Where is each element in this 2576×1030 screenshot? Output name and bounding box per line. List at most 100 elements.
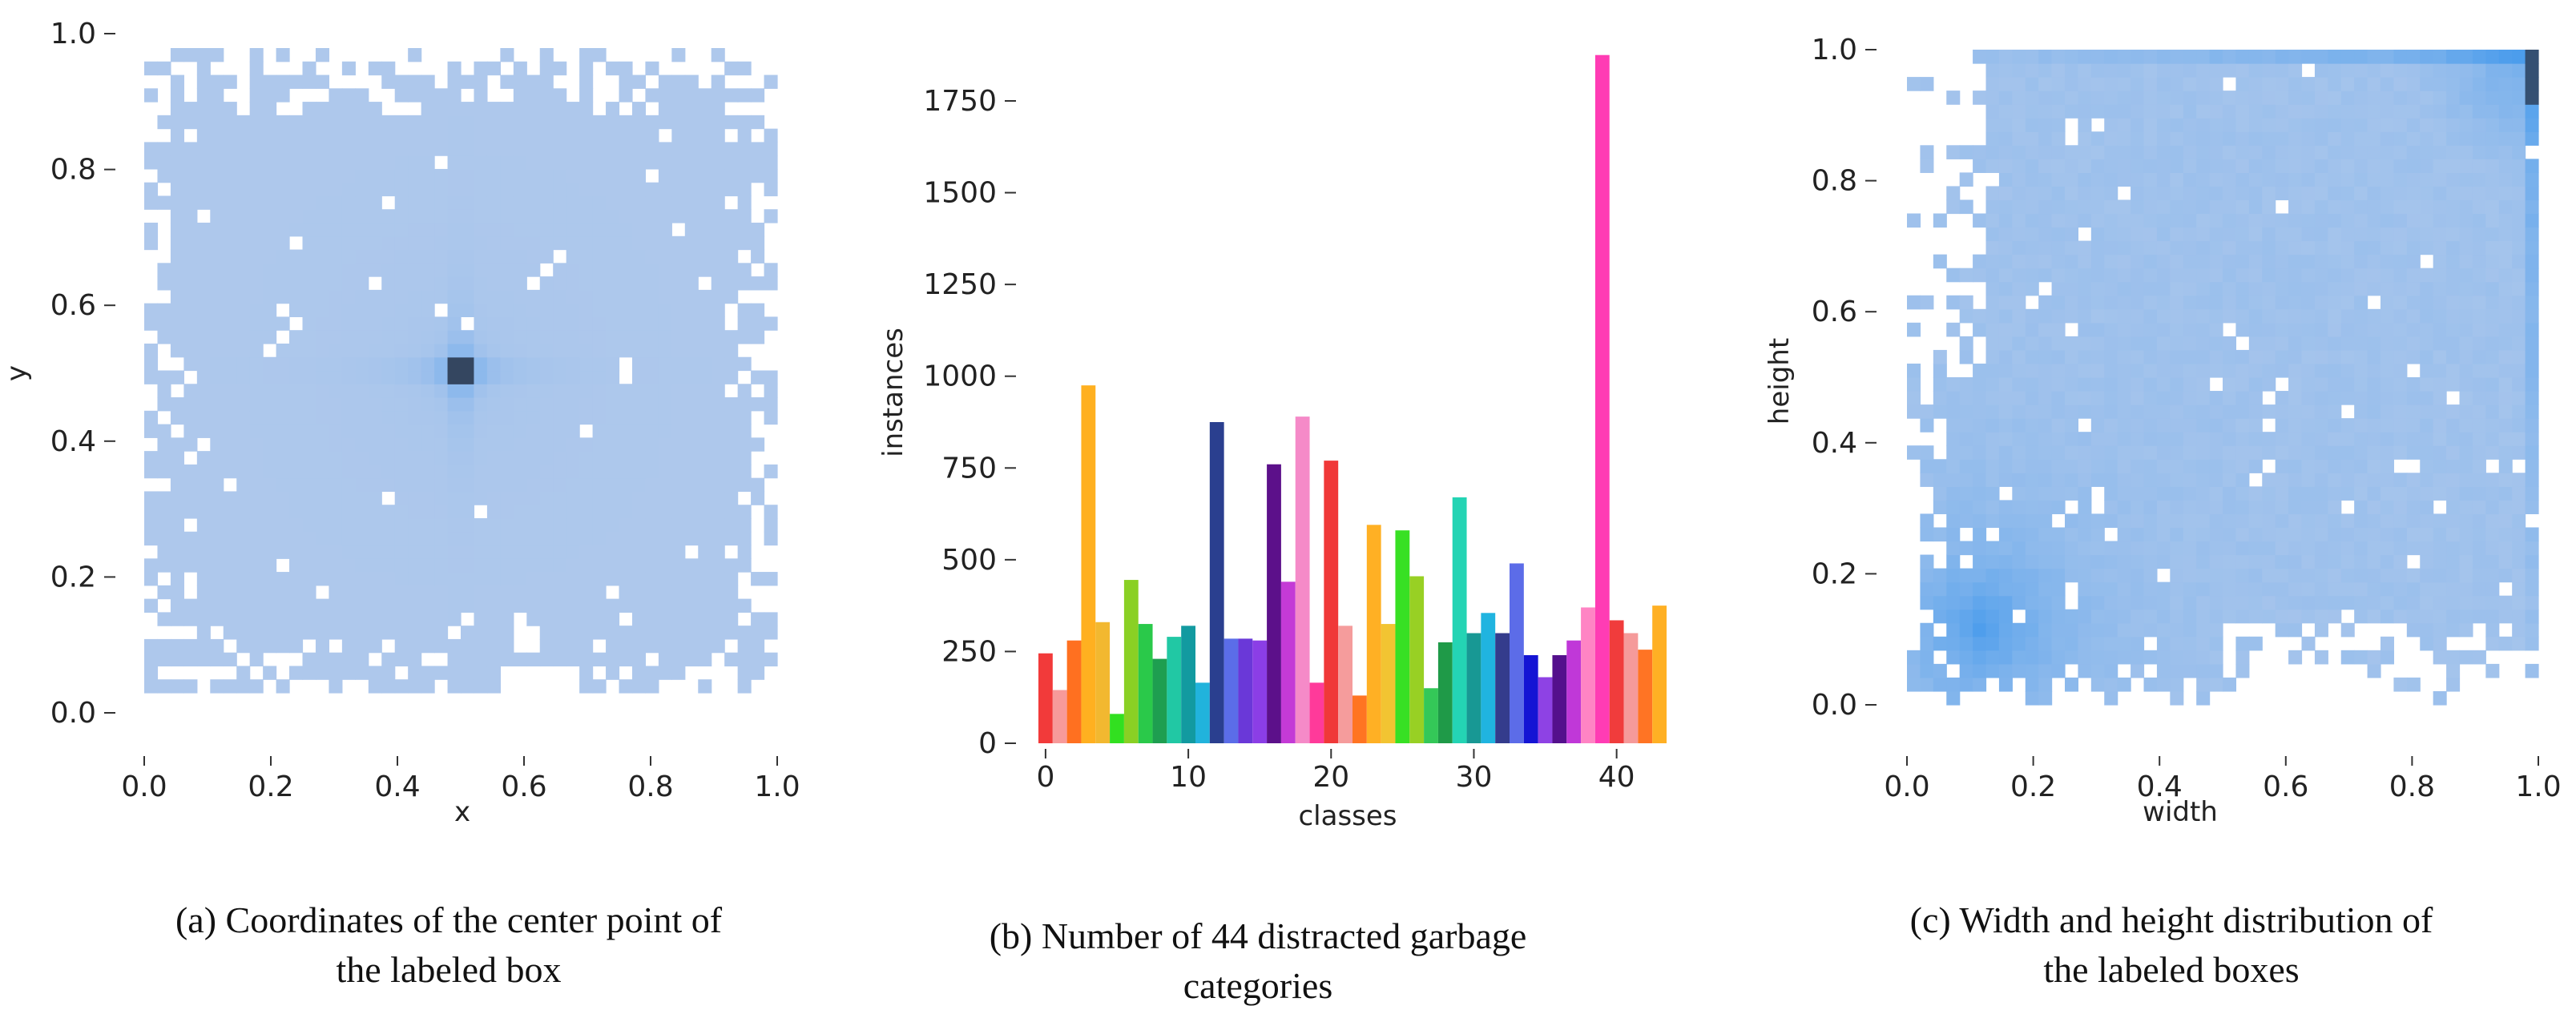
heatmap-cell (2183, 240, 2197, 255)
heatmap-cell (302, 370, 316, 384)
heatmap-cell (447, 477, 462, 493)
heatmap-cell (2275, 500, 2289, 515)
heatmap-cell (1946, 677, 1961, 692)
heatmap-cell (236, 491, 251, 505)
heatmap-cell (2235, 104, 2250, 119)
heatmap-cell (408, 142, 422, 156)
heatmap-cell (276, 276, 290, 291)
heatmap-cell (474, 437, 488, 452)
heatmap-cell (2051, 213, 2066, 228)
heatmap-cell (724, 263, 739, 277)
heatmap-cell (2038, 622, 2053, 638)
heatmap-cell (2012, 473, 2026, 487)
heatmap-cell (1959, 445, 1973, 460)
heatmap-cell (711, 74, 725, 89)
heatmap-cell (737, 276, 752, 291)
heatmap-cell (2393, 281, 2408, 296)
heatmap-cell (1973, 581, 1987, 597)
heatmap-cell (486, 451, 501, 465)
heatmap-cell (183, 48, 198, 62)
chart-a-ytick-label: 0.0 (50, 697, 96, 730)
heatmap-cell (2314, 91, 2328, 105)
heatmap-cell (2433, 281, 2447, 296)
heatmap-cell (408, 679, 422, 694)
heatmap-cell (645, 330, 659, 344)
heatmap-cell (684, 182, 699, 197)
heatmap-cell (2525, 295, 2539, 310)
heatmap-cell (249, 182, 264, 197)
heatmap-cell (315, 74, 330, 89)
heatmap-cell (329, 612, 343, 626)
heatmap-cell (2209, 186, 2223, 201)
heatmap-cell (2301, 118, 2316, 132)
heatmap-cell (698, 209, 712, 223)
bar-class-17 (1280, 581, 1296, 743)
heatmap-cell (223, 128, 237, 143)
heatmap-cell (2288, 541, 2303, 556)
heatmap-cell (1933, 581, 1947, 597)
heatmap-cell (631, 410, 647, 425)
heatmap-cell (631, 74, 647, 89)
heatmap-cell (645, 397, 659, 412)
heatmap-cell (2223, 404, 2237, 419)
heatmap-cell (606, 666, 620, 680)
heatmap-cell (526, 585, 541, 600)
heatmap-cell (2090, 541, 2105, 556)
heatmap-cell (210, 558, 224, 573)
heatmap-cell (144, 424, 159, 438)
heatmap-cell (2156, 541, 2171, 556)
heatmap-cell (341, 142, 356, 156)
heatmap-cell (289, 343, 304, 358)
heatmap-cell (381, 276, 396, 291)
heatmap-cell (2485, 104, 2500, 119)
heatmap-cell (2288, 227, 2303, 242)
heatmap-cell (619, 142, 633, 156)
heatmap-cell (2485, 541, 2500, 556)
heatmap-cell (606, 235, 620, 251)
heatmap-cell (447, 88, 462, 103)
heatmap-cell (2104, 377, 2118, 392)
heatmap-cell (447, 303, 462, 318)
heatmap-cell (2301, 268, 2316, 283)
heatmap-cell (2433, 63, 2447, 78)
heatmap-cell (645, 545, 659, 559)
heatmap-cell (223, 491, 237, 505)
heatmap-cell (1973, 486, 1987, 501)
heatmap-cell (2090, 622, 2105, 638)
heatmap-cell (2288, 308, 2303, 324)
heatmap-cell (486, 491, 501, 505)
heatmap-cell (592, 451, 607, 465)
heatmap-cell (434, 223, 449, 237)
heatmap-cell (2314, 77, 2328, 91)
heatmap-cell (2406, 308, 2421, 324)
heatmap-cell (381, 223, 396, 237)
heatmap-cell (447, 612, 462, 626)
heatmap-cell (2223, 91, 2237, 105)
heatmap-cell (606, 155, 620, 170)
heatmap-cell (500, 652, 514, 667)
heatmap-cell (421, 249, 435, 264)
chart-c-ytick-label: 0.8 (1812, 165, 1857, 198)
heatmap-cell (2223, 50, 2237, 64)
heatmap-cell (2025, 50, 2039, 64)
bar-class-1 (1052, 690, 1067, 743)
heatmap-cell (2170, 281, 2184, 296)
heatmap-cell (2406, 445, 2421, 460)
heatmap-cell (2065, 473, 2079, 487)
heatmap-cell (1946, 377, 1961, 392)
heatmap-cell (368, 330, 382, 344)
heatmap-cell (2090, 459, 2105, 473)
heatmap-cell (606, 330, 620, 344)
heatmap-cell (684, 370, 699, 384)
heatmap-cell (1998, 391, 2013, 405)
heatmap-cell (2078, 336, 2092, 351)
heatmap-cell (249, 195, 264, 210)
heatmap-cell (513, 128, 527, 143)
heatmap-cell (210, 437, 224, 452)
heatmap-cell (2393, 104, 2408, 119)
heatmap-cell (315, 330, 330, 344)
heatmap-cell (526, 195, 541, 210)
heatmap-cell (461, 249, 475, 264)
heatmap-cell (2314, 404, 2328, 419)
heatmap-cell (210, 330, 224, 344)
